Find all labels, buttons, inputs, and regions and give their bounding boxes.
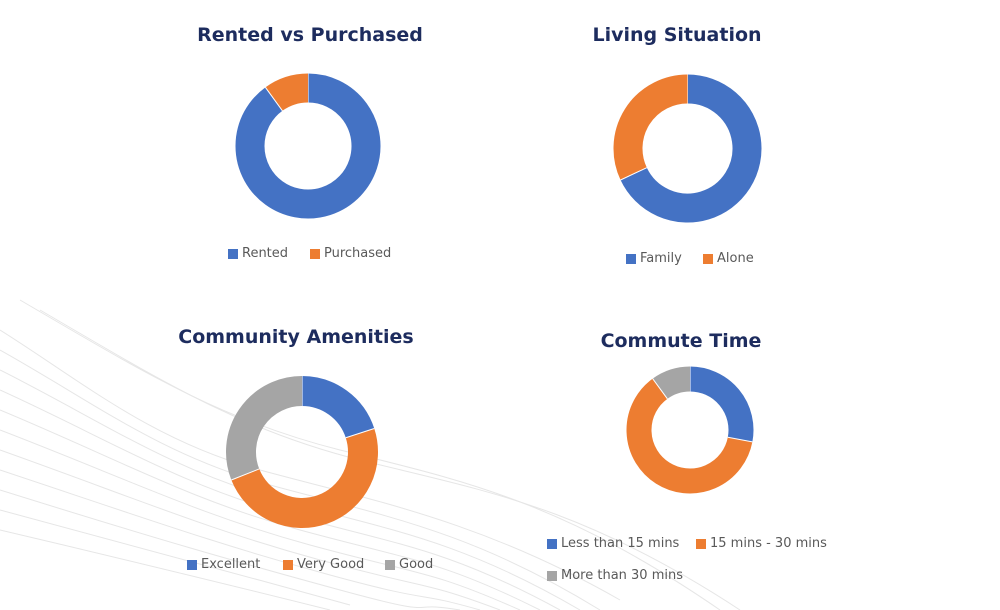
donut-slice-purchased [265, 73, 309, 112]
legend-label: Purchased [324, 246, 392, 261]
legend-label: Good [399, 557, 434, 572]
legend-swatch [547, 570, 557, 581]
chart-title: Community Amenities [178, 326, 414, 348]
legend-label: More than 30 mins [561, 568, 683, 583]
legend-item-purchased: Purchased [310, 246, 391, 261]
legend-item-more-than-30: More than 30 mins [547, 568, 683, 583]
legend-swatch [187, 559, 197, 570]
legend-item-excellent: Excellent [187, 557, 260, 572]
slice-separator [231, 468, 260, 481]
donut-chart-living-situation [613, 74, 761, 222]
donut-chart-community-amenities [226, 376, 378, 528]
legend-swatch [385, 559, 395, 570]
legend-label: Very Good [297, 557, 365, 572]
legend-swatch [310, 248, 320, 259]
legend-item-rented: Rented [228, 246, 288, 261]
donut-chart-commute-time [626, 366, 754, 494]
legend-item-15-to-30: 15 mins - 30 mins [696, 536, 827, 551]
donut-slice-very-good [231, 428, 378, 528]
donut-slice-15-mins-30-mins [626, 378, 753, 494]
legend-label: Alone [717, 251, 754, 266]
legend-item-very-good: Very Good [283, 557, 364, 572]
legend-label: Less than 15 mins [561, 536, 680, 551]
legend-item-less-than-15: Less than 15 mins [547, 536, 679, 551]
legend-label: Family [640, 251, 682, 266]
donut-slice-family [620, 74, 761, 222]
donut-chart-rented-vs-purchased [235, 73, 381, 219]
chart-title: Commute Time [600, 330, 762, 352]
legend-swatch [228, 248, 238, 259]
slice-separator [652, 378, 668, 400]
donut-slice-alone [613, 74, 688, 180]
legend-swatch [696, 538, 706, 549]
legend-swatch [703, 253, 713, 264]
donut-slice-excellent [301, 376, 375, 439]
donut-slice-more-than-30-mins [652, 366, 691, 400]
chart-title: Living Situation [592, 24, 762, 46]
legend-item-family: Family [626, 251, 682, 266]
chart-title: Rented vs Purchased [197, 24, 423, 46]
legend-label: Excellent [201, 557, 261, 572]
legend-label: 15 mins - 30 mins [710, 536, 827, 551]
legend-swatch [547, 538, 557, 549]
legend-label: Rented [242, 246, 289, 261]
legend-item-good: Good [385, 557, 433, 572]
slice-separator [345, 428, 375, 439]
slice-separator [727, 436, 753, 443]
donut-slice-less-than-15-mins [689, 366, 754, 442]
legend-swatch [283, 559, 293, 570]
slice-separator [619, 166, 647, 180]
legend-swatch [626, 253, 636, 264]
donut-slice-rented [235, 73, 381, 219]
slice-separator [264, 87, 283, 112]
legend-item-alone: Alone [703, 251, 754, 266]
donut-slice-good [226, 376, 303, 480]
